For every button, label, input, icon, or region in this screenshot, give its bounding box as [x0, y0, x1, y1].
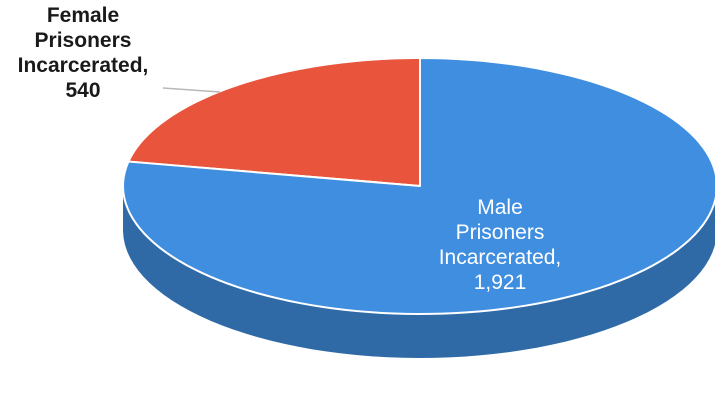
pie-slice-0	[127, 57, 421, 187]
pie-slice-side-1-0	[123, 187, 715, 358]
pie-label-1-line-3: 1,921	[474, 271, 527, 294]
pie-label-0-line-0: Female	[47, 4, 119, 27]
pie-layer	[122, 57, 715, 358]
label-layer: FemalePrisonersIncarcerated,540MalePriso…	[18, 4, 562, 294]
pie-label-1-line-2: Incarcerated,	[439, 246, 562, 269]
pie-leader-line-0	[162, 87, 221, 93]
pie-label-0-line-3: 540	[65, 79, 100, 102]
pie-slice-1	[122, 57, 715, 315]
pie-label-1-line-1: Prisoners	[456, 221, 545, 244]
pie-label-0-line-1: Prisoners	[35, 29, 132, 52]
pie-label-0-line-2: Incarcerated,	[18, 54, 149, 77]
pie-label-1-line-0: Male	[477, 196, 523, 219]
